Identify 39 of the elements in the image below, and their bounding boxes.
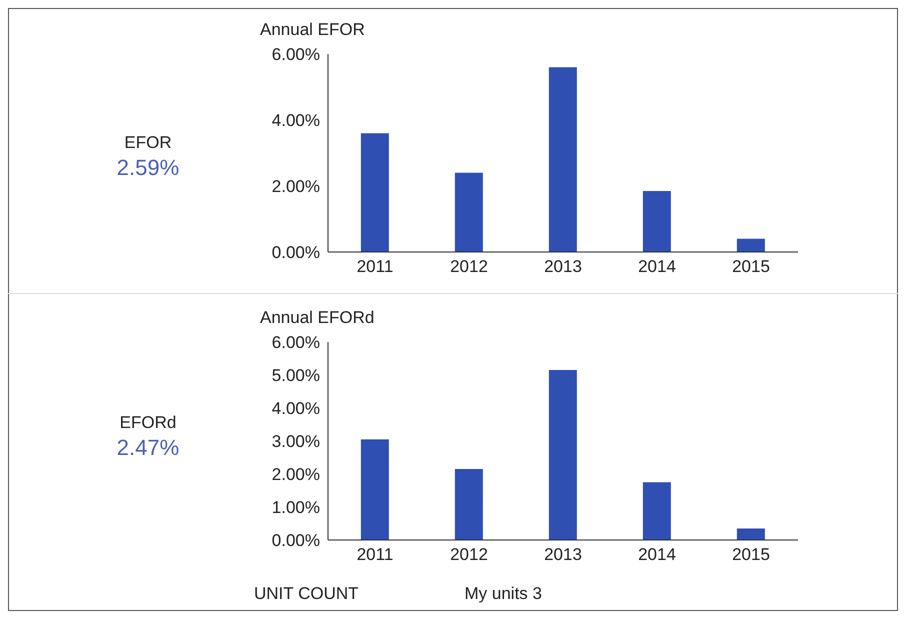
- chart-title: Annual EFORd: [260, 308, 374, 328]
- bar: [642, 482, 671, 540]
- y-tick-label: 0.00%: [272, 531, 320, 550]
- y-tick-label: 2.00%: [272, 177, 320, 196]
- x-tick-label: 2013: [544, 257, 582, 276]
- y-tick-label: 0.00%: [272, 243, 320, 262]
- y-tick-label: 4.00%: [272, 111, 320, 130]
- bar: [642, 190, 671, 252]
- y-tick-label: 3.00%: [272, 432, 320, 452]
- x-tick-label: 2012: [450, 545, 488, 564]
- y-tick-label: 6.00%: [272, 45, 320, 64]
- text: UNIT COUNT: [254, 584, 359, 604]
- chart-title: Annual EFOR: [260, 20, 365, 40]
- text: EFOR: [124, 133, 172, 153]
- y-tick-label: 4.00%: [272, 399, 320, 418]
- text: 2.47%: [116, 435, 180, 461]
- text: My units 3: [464, 584, 542, 604]
- y-tick-label: 2.00%: [272, 465, 320, 484]
- bar: [736, 238, 765, 252]
- y-tick-label: 6.00%: [272, 333, 320, 352]
- x-tick-label: 2014: [638, 545, 676, 564]
- x-tick-label: 2011: [356, 545, 394, 564]
- bar: [548, 370, 577, 540]
- x-tick-label: 2011: [356, 257, 394, 276]
- x-tick-label: 2013: [544, 545, 582, 564]
- text: EFORd: [120, 413, 176, 433]
- x-tick-label: 2015: [732, 545, 770, 564]
- x-tick-label: 2015: [732, 257, 770, 276]
- bar: [548, 67, 577, 252]
- bar: [360, 133, 389, 252]
- y-tick-label: 1.00%: [272, 498, 320, 518]
- bar: [736, 528, 765, 540]
- x-tick-label: 2012: [450, 257, 488, 276]
- text: 2.59%: [116, 155, 180, 181]
- bar: [454, 469, 483, 540]
- bar: [360, 439, 389, 540]
- y-tick-label: 5.00%: [272, 366, 320, 386]
- x-tick-label: 2014: [638, 257, 676, 276]
- bar: [454, 172, 483, 252]
